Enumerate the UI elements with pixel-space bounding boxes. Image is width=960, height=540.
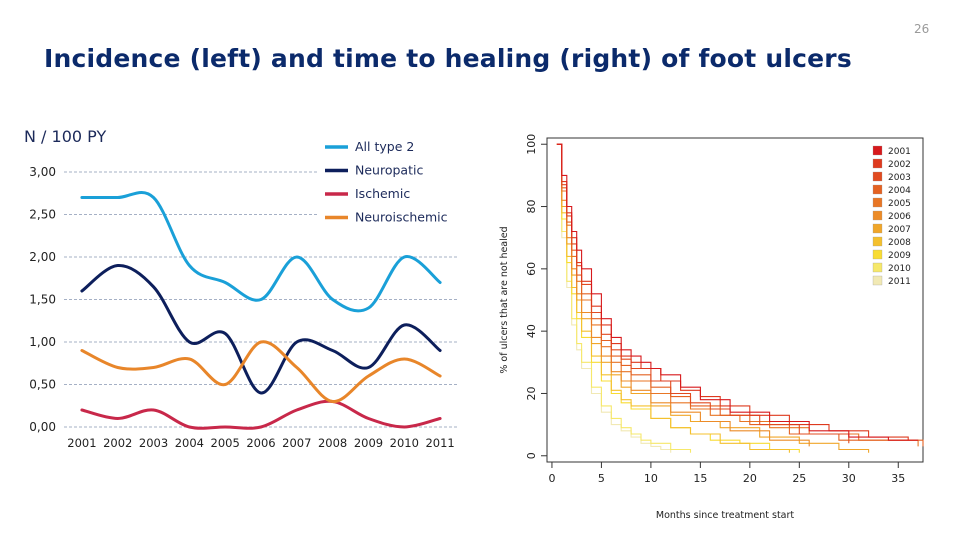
x-tick-label: 2007 (282, 436, 311, 450)
legend-label: 2010 (888, 264, 911, 274)
x-tick-label: 2002 (103, 436, 132, 450)
y-tick-label: 20 (525, 386, 538, 400)
survival-curve-2001 (556, 143, 919, 441)
survival-curve-2004 (556, 143, 924, 447)
y-tick-label: 0,50 (29, 378, 56, 392)
legend-swatch (872, 262, 883, 273)
survival-curve-2002 (556, 143, 909, 441)
chart-legend: All type 2 Neuropatic Ischemic Neuroischemi… (318, 131, 460, 233)
healing-time-chart: 0 5 10 15 20 25 30 35 Months since treatment sta… (499, 134, 924, 521)
legend-swatch (872, 171, 883, 182)
legend-label: All type 2 (355, 139, 414, 154)
legend-swatch (872, 210, 883, 221)
legend-label: 2003 (888, 173, 911, 183)
legend-label: 2007 (888, 225, 911, 235)
x-tick-label: 2001 (67, 436, 96, 450)
series-lines (80, 191, 442, 430)
legend-swatch (872, 236, 883, 247)
y-tick-label: 2,00 (29, 250, 56, 264)
survival-curve-2011 (556, 143, 672, 453)
x-tick-label: 2008 (318, 436, 347, 450)
legend-swatch (872, 197, 883, 208)
slide-title: Incidence (left) and time to healing (ri… (44, 44, 852, 73)
x-tick-label: 2005 (211, 436, 240, 450)
y-tick-label: 1,50 (29, 293, 56, 307)
legend-label: 2001 (888, 147, 911, 157)
x-tick-label: 0 (548, 472, 555, 485)
legend-label: 2009 (888, 251, 911, 261)
survival-curve-2007 (556, 143, 870, 453)
legend-label: Neuropatic (355, 163, 423, 178)
series-line-1 (80, 263, 442, 395)
y-axis-label: % of ulcers that are not healed (499, 226, 510, 373)
y-tick-label: 0 (525, 452, 538, 459)
survival-curve-2005 (556, 143, 919, 447)
survival-curve-2009 (556, 143, 800, 453)
legend-swatch (872, 184, 883, 195)
legend-label: 2005 (888, 199, 911, 209)
x-axis-label: Months since treatment start (656, 510, 795, 521)
x-tick-label: 2011 (425, 436, 454, 450)
y-tick-label: 3,00 (29, 165, 56, 179)
survival-curve-2010 (556, 143, 692, 453)
survival-curve-2003 (556, 143, 850, 444)
legend-swatch (872, 223, 883, 234)
y-tick-label: 2,50 (29, 208, 56, 222)
x-tick-label: 20 (743, 472, 757, 485)
legend-swatch (872, 145, 883, 156)
y-tick-label: 60 (525, 262, 538, 276)
legend-label: 2011 (888, 277, 911, 287)
legend-label: 2008 (888, 238, 911, 248)
page-number: 26 (914, 22, 930, 36)
y-unit-label: N / 100 PY (24, 127, 107, 146)
legend-label: 2002 (888, 160, 911, 170)
x-tick-label: 2003 (139, 436, 168, 450)
y-tick-label: 40 (525, 324, 538, 338)
y-tick-label: 100 (525, 134, 538, 155)
series-line-0 (80, 191, 442, 313)
survival-curve-2006 (556, 143, 810, 447)
incidence-line-chart: 0,00 0,50 1,00 1,50 2,00 2,50 3,00 2001 2002 2003… (29, 131, 460, 450)
x-tick-label: 35 (891, 472, 905, 485)
series-line-3 (80, 340, 442, 403)
y-tick-label: 0,00 (29, 420, 56, 434)
x-tick-label: 10 (644, 472, 658, 485)
legend-swatch (872, 275, 883, 286)
plot-frame (546, 137, 924, 463)
survival-curves (556, 143, 924, 453)
legend-swatch (872, 158, 883, 169)
x-tick-label: 2004 (175, 436, 204, 450)
legend-label: 2004 (888, 186, 911, 196)
legend-label: Ischemic (355, 186, 410, 201)
legend-swatch (872, 249, 883, 260)
y-tick-label: 80 (525, 200, 538, 214)
x-tick-label: 2009 (354, 436, 383, 450)
series-line-2 (80, 399, 442, 430)
x-tick-label: 15 (693, 472, 707, 485)
x-axis: 0 5 10 15 20 25 30 35 (548, 462, 905, 485)
x-tick-label: 30 (842, 472, 856, 485)
x-tick-label: 2006 (246, 436, 275, 450)
x-tick-label: 25 (792, 472, 806, 485)
y-tick-label: 1,00 (29, 335, 56, 349)
y-axis: 0 20 40 60 80 100 (525, 134, 547, 459)
x-tick-label: 5 (598, 472, 605, 485)
chart-legend: 2001 2002 2003 2004 2005 2006 2007 2008 2009 2010… (872, 145, 911, 287)
legend-label: Neuroischemic (355, 210, 448, 225)
legend-label: 2006 (888, 212, 911, 222)
x-tick-label: 2010 (390, 436, 419, 450)
